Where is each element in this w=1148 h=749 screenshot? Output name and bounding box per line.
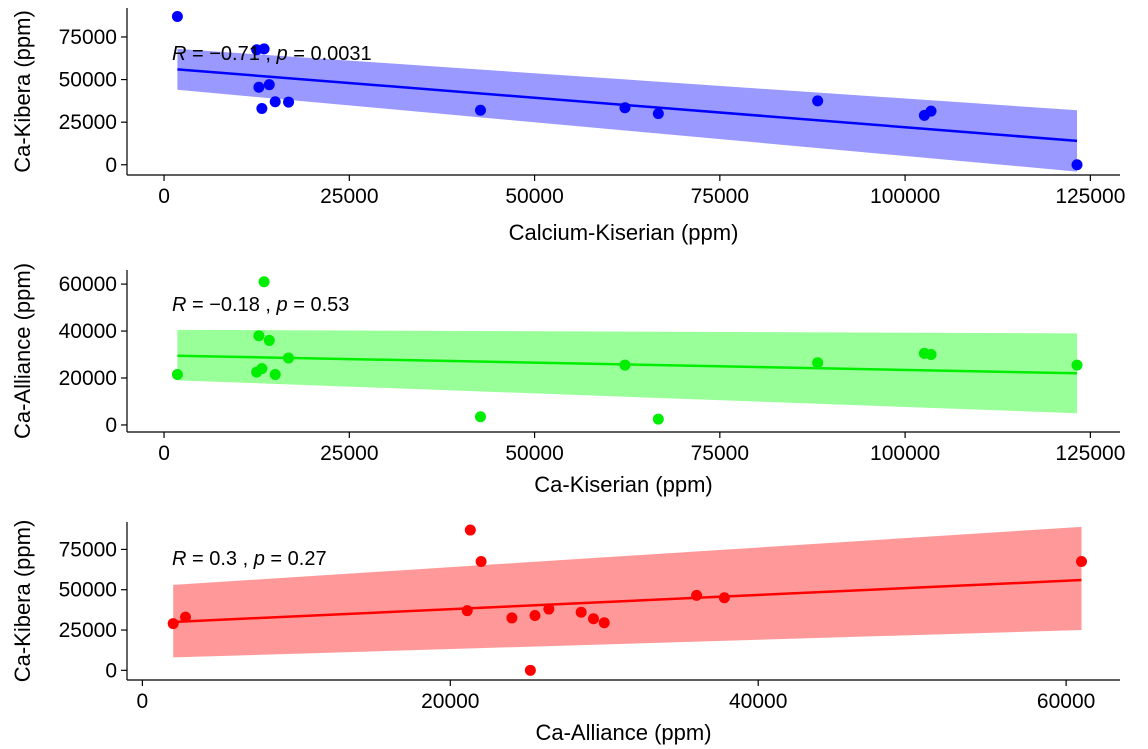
chart2-y-tick-label-2: 50000 (59, 579, 117, 602)
chart2-x-tick-label-3: 60000 (1037, 690, 1095, 713)
chart0-x-tick-label-5: 125000 (1055, 185, 1125, 208)
chart2-point-7 (529, 610, 541, 622)
chart1-x-tick-label-4: 100000 (870, 442, 940, 465)
chart0-y-tick-label-2: 50000 (59, 69, 117, 92)
chart0-x-axis-title: Calcium-Kiserian (ppm) (509, 220, 739, 245)
chart2-y-tick-label-3: 75000 (59, 538, 117, 561)
chart2-point-9 (575, 606, 587, 618)
chart1-point-11 (812, 357, 824, 369)
chart2-point-8 (543, 603, 555, 615)
panel-kiserian-vs-alliance: 0 25000 50000 75000 100000 125000 0 20000 40000 6… (10, 263, 1125, 497)
chart2-point-13 (718, 592, 730, 604)
chart1-x-axis-title: Ca-Kiserian (ppm) (534, 472, 713, 497)
chart1-confidence-band (177, 329, 1078, 414)
chart1-point-14 (1071, 359, 1083, 371)
chart2-x-axis-title: Ca-Alliance (ppm) (535, 720, 711, 745)
chart1-point-4 (258, 276, 270, 288)
chart2-point-0 (167, 618, 179, 630)
chart0-point-7 (283, 96, 295, 108)
chart1-y-tick-label-1: 20000 (59, 367, 117, 390)
chart0-x-tick-label-4: 100000 (870, 185, 940, 208)
chart2-confidence-band (173, 526, 1082, 658)
chart1-x-tick-label-1: 25000 (320, 442, 378, 465)
panel-kiserian-vs-kibera: 0 25000 50000 75000 100000 125000 0 25000 50000 7… (10, 8, 1125, 245)
chart2-point-3 (464, 524, 476, 536)
chart2-y-tick-label-0: 0 (105, 659, 117, 682)
chart0-point-5 (263, 79, 275, 91)
chart1-y-tick-label-2: 40000 (59, 320, 117, 343)
chart2-point-1 (180, 611, 192, 623)
chart1-point-3 (256, 363, 268, 375)
chart2-point-11 (598, 617, 610, 629)
chart2-x-tick-label-0: 0 (137, 690, 149, 713)
chart2-regression-line (173, 578, 1082, 624)
chart1-point-7 (283, 352, 295, 364)
chart0-x-tick-label-0: 0 (158, 185, 170, 208)
chart2-point-6 (524, 664, 536, 676)
chart1-point-2 (253, 330, 265, 342)
chart2-x-tick-label-1: 20000 (421, 690, 479, 713)
chart1-y-tick-label-3: 60000 (59, 273, 117, 296)
chart0-y-tick-label-0: 0 (105, 154, 117, 177)
chart2-point-10 (587, 613, 599, 625)
chart2-correlation-annotation: R = 0.3 , p = 0.27 (172, 548, 327, 570)
chart1-x-tick-label-5: 125000 (1055, 442, 1125, 465)
chart1-y-tick-label-0: 0 (105, 414, 117, 437)
chart0-x-tick-label-2: 50000 (505, 185, 563, 208)
panel-alliance-vs-kibera: 0 20000 40000 60000 0 25000 50000 75000 Ca-Allia… (10, 520, 1120, 745)
chart0-point-14 (1071, 159, 1083, 171)
chart0-correlation-annotation: R = −0.71 , p = 0.0031 (172, 43, 372, 65)
chart0-point-2 (253, 81, 265, 93)
chart0-point-0 (171, 11, 183, 23)
chart0-point-11 (812, 95, 824, 107)
chart1-correlation-annotation: R = −0.18 , p = 0.53 (172, 294, 349, 316)
chart1-point-8 (474, 411, 486, 423)
chart1-x-tick-label-2: 50000 (505, 442, 563, 465)
chart0-y-axis-title: Ca-Kibera (ppm) (10, 10, 35, 173)
chart0-x-tick-label-1: 25000 (320, 185, 378, 208)
chart1-point-10 (652, 413, 664, 425)
chart0-y-tick-label-1: 25000 (59, 111, 117, 134)
chart0-point-4 (258, 43, 270, 55)
chart0-x-tick-label-3: 75000 (691, 185, 749, 208)
chart0-point-10 (652, 108, 664, 120)
chart0-y-tick-label-3: 75000 (59, 26, 117, 49)
chart0-point-3 (256, 103, 268, 115)
chart2-point-14 (1076, 556, 1088, 567)
chart0-point-8 (474, 104, 486, 116)
chart1-point-5 (263, 334, 275, 346)
chart1-x-tick-label-0: 0 (158, 442, 170, 465)
chart2-point-5 (506, 612, 518, 624)
chart1-x-tick-label-3: 75000 (691, 442, 749, 465)
chart2-point-12 (691, 589, 703, 601)
chart0-point-9 (619, 102, 631, 114)
chart1-point-6 (269, 368, 281, 380)
chart1-point-9 (619, 359, 631, 371)
chart1-point-0 (171, 368, 183, 380)
chart2-y-axis-title: Ca-Kibera (ppm) (10, 520, 35, 683)
chart1-point-13 (925, 349, 937, 361)
chart2-y-tick-label-1: 25000 (59, 619, 117, 642)
chart0-point-13 (925, 105, 937, 117)
chart2-x-tick-label-2: 40000 (729, 690, 787, 713)
chart2-point-4 (475, 556, 487, 567)
chart1-y-axis-title: Ca-Alliance (ppm) (10, 263, 35, 439)
chart2-point-2 (461, 605, 473, 617)
chart0-point-6 (269, 96, 281, 108)
